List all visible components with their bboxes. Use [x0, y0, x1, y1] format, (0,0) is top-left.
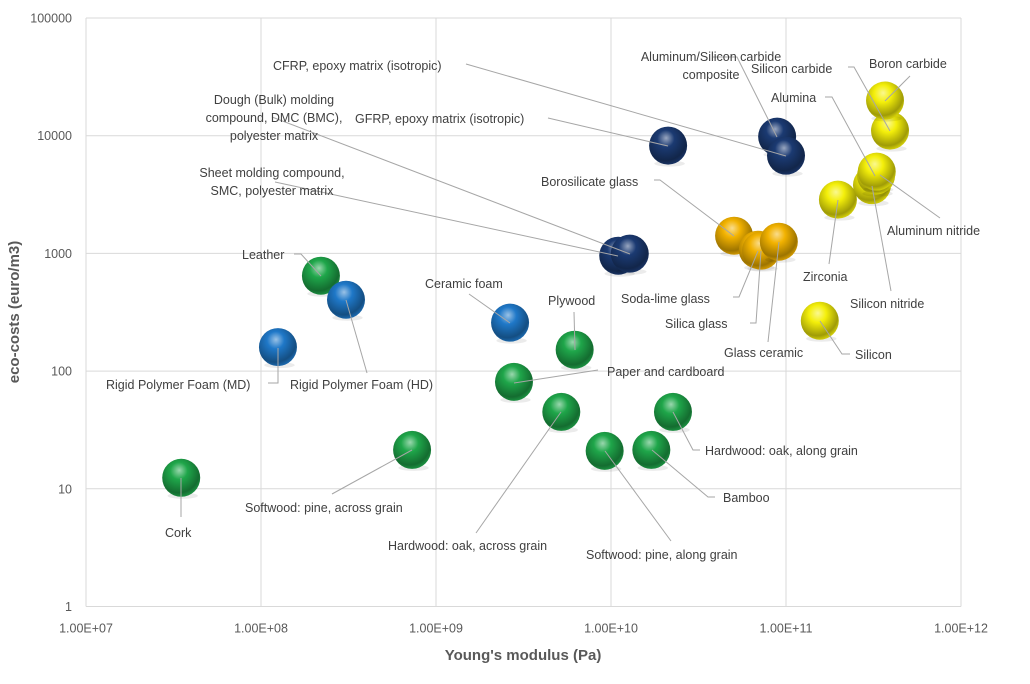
- x-tick-label: 1.00E+09: [409, 622, 463, 636]
- leader-lines: [180, 56, 941, 542]
- y-axis-title: eco-costs (euro/m3): [6, 241, 23, 384]
- data-bubble: [800, 301, 839, 342]
- data-label: Borosilicate glass: [541, 175, 638, 189]
- data-bubble: [759, 222, 798, 263]
- leader-line: [825, 96, 876, 177]
- data-label: Hardwood: oak, across grain: [388, 539, 547, 553]
- data-bubble: [818, 180, 857, 221]
- data-label: Zirconia: [803, 270, 848, 284]
- x-tick-label: 1.00E+07: [59, 622, 113, 636]
- data-bubble: [258, 328, 297, 369]
- leader-line: [465, 63, 787, 157]
- leader-line: [871, 185, 892, 292]
- data-label: Aluminum nitride: [887, 224, 980, 238]
- y-tick-label: 1000: [44, 247, 72, 261]
- data-label: Silicon nitride: [850, 297, 924, 311]
- axis-ticks: 1.00E+07 1.00E+08 1.00E+09 1.00E+10 1.00E+11…: [30, 12, 988, 636]
- y-tick-label: 10000: [37, 129, 72, 143]
- leader-line: [750, 250, 762, 324]
- data-bubble: [632, 430, 671, 471]
- data-label: Rigid Polymer Foam (HD): [290, 378, 433, 392]
- y-tick-label: 1: [65, 600, 72, 614]
- data-bubble: [542, 392, 581, 433]
- x-tick-label: 1.00E+10: [584, 622, 638, 636]
- data-label: Sheet molding compound, SMC, polyester ma…: [199, 166, 344, 198]
- leader-line: [274, 181, 619, 257]
- leader-line: [733, 250, 759, 298]
- leader-line: [547, 117, 669, 147]
- y-tick-label: 100000: [30, 12, 72, 26]
- data-labels: Cork Rigid Polymer Foam (MD) Leather Rigid …: [106, 50, 980, 562]
- leader-line: [848, 66, 891, 132]
- leader-line: [268, 348, 279, 384]
- leader-line: [604, 450, 672, 542]
- data-label: Rigid Polymer Foam (MD): [106, 378, 250, 392]
- data-bubble: [767, 136, 805, 177]
- data-label: Alumina: [771, 91, 816, 105]
- leader-line: [294, 253, 322, 277]
- x-tick-label: 1.00E+11: [760, 622, 813, 636]
- data-label: Softwood: pine, across grain: [245, 501, 403, 515]
- data-bubbles: [162, 81, 910, 499]
- data-label: CFRP, epoxy matrix (isotropic): [273, 59, 442, 73]
- data-bubble: [327, 280, 366, 321]
- leader-line: [767, 241, 780, 343]
- y-tick-label: 10: [58, 482, 72, 496]
- data-label: Cork: [165, 526, 192, 540]
- leader-line: [713, 56, 778, 138]
- leader-line: [819, 320, 850, 355]
- x-axis-title: Young's modulus (Pa): [445, 647, 602, 664]
- data-label: Paper and cardboard: [607, 365, 724, 379]
- leader-line: [879, 174, 941, 219]
- data-label: Glass ceramic: [724, 346, 803, 360]
- data-bubble: [494, 362, 533, 403]
- leader-line: [672, 411, 700, 451]
- y-tick-label: 100: [51, 365, 72, 379]
- data-label: GFRP, epoxy matrix (isotropic): [355, 112, 524, 126]
- leader-line: [654, 179, 735, 237]
- leader-line: [513, 369, 599, 384]
- data-label: Dough (Bulk) molding compound, DMC (BMC),…: [206, 93, 343, 143]
- leader-line: [468, 293, 511, 324]
- data-label: Bamboo: [723, 491, 770, 505]
- data-label: Silicon: [855, 348, 892, 362]
- data-label: Hardwood: oak, along grain: [705, 444, 858, 458]
- leader-line: [884, 75, 911, 102]
- leader-line: [271, 116, 631, 255]
- data-bubble: [491, 303, 530, 344]
- data-label: Softwood: pine, along grain: [586, 548, 738, 562]
- data-label: Aluminum/Silicon carbide composite: [641, 50, 781, 82]
- leader-line: [828, 199, 839, 265]
- data-label: Soda-lime glass: [621, 292, 710, 306]
- leader-line: [573, 311, 576, 351]
- data-label: Silica glass: [665, 317, 728, 331]
- data-label: Leather: [242, 248, 284, 262]
- data-bubble: [585, 431, 624, 472]
- data-label: Plywood: [548, 294, 595, 308]
- x-tick-label: 1.00E+08: [234, 622, 288, 636]
- data-label: Silicon carbide: [751, 62, 832, 76]
- x-tick-label: 1.00E+12: [934, 622, 988, 636]
- data-bubble: [162, 458, 201, 499]
- data-label: Boron carbide: [869, 57, 947, 71]
- data-bubble: [393, 430, 432, 471]
- leader-line: [345, 299, 368, 374]
- data-bubble: [649, 126, 688, 167]
- leader-line: [475, 411, 562, 534]
- leader-line: [651, 449, 715, 498]
- leader-line: [331, 449, 413, 495]
- data-label: Ceramic foam: [425, 277, 503, 291]
